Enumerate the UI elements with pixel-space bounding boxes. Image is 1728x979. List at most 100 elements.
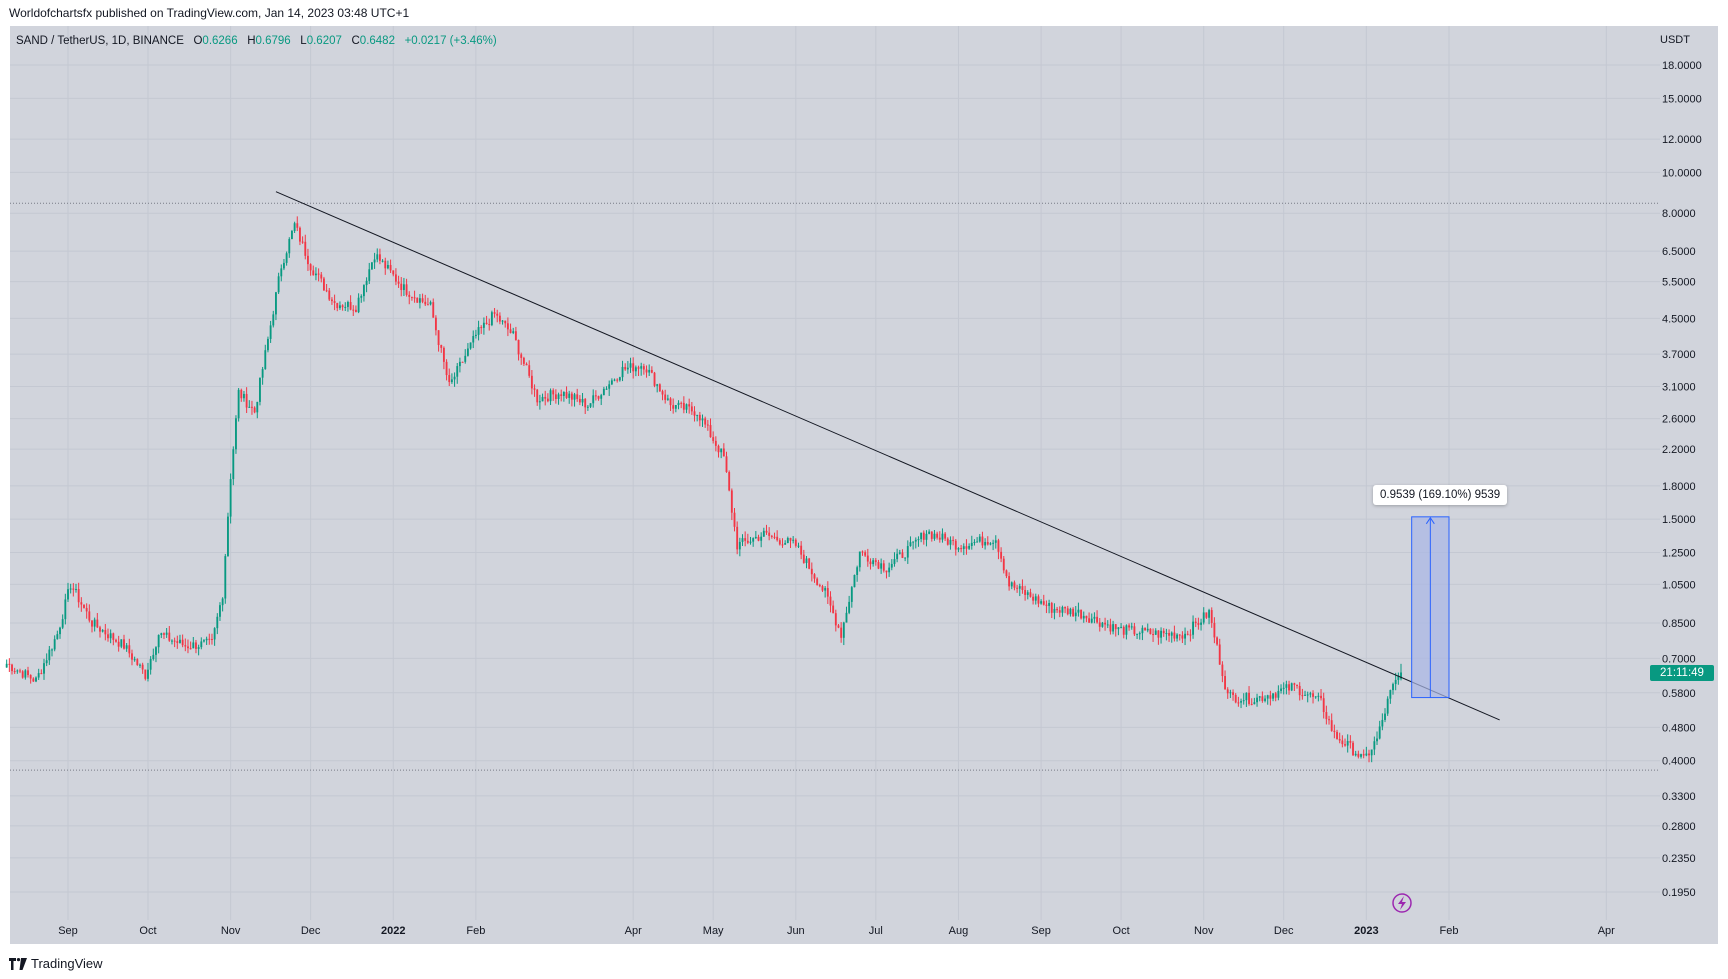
candle-body [37,673,40,678]
candle-body [1069,608,1072,615]
candle-body [224,556,227,599]
candle-body [552,390,555,395]
candle-body [426,304,429,306]
candle-body [944,533,947,539]
candle-body [733,512,736,527]
candle-body [1173,632,1176,639]
candle-body [1170,632,1173,636]
candle-body [173,640,176,642]
candle-body [920,532,923,540]
candle-body [989,543,992,545]
candle-body [61,619,64,628]
candle-body [309,264,312,271]
candle-body [674,404,677,409]
candle-body [275,292,277,315]
time-tick-label: Apr [1598,925,1615,937]
candle-body [496,313,499,316]
candle-body [520,354,523,358]
candle-body [1120,626,1123,628]
measure-label[interactable]: 0.9539 (169.10%) 9539 [1373,485,1508,505]
candle-body [664,394,667,400]
candle-body [229,479,232,517]
candle-body [1085,615,1088,619]
candle-body [1341,740,1344,745]
candle-body [51,649,53,651]
candle-body [704,418,707,425]
candle-body [349,301,352,310]
candle-body [685,404,688,410]
candle-body [1096,616,1099,623]
candle-body [680,402,683,404]
candle-body [1362,754,1365,756]
measure-tool[interactable] [1411,516,1450,699]
candle-body [986,541,989,545]
trendline [275,191,1500,721]
candle-body [589,403,592,407]
price-unit: USDT [1660,34,1690,46]
candle-body [1357,753,1360,757]
time-tick-label: Sep [58,925,78,937]
candle-body [656,384,659,386]
candle-body [517,339,520,355]
tradingview-logo-icon [9,957,27,970]
candle-body [1141,627,1144,634]
candle-body [861,551,864,553]
candle-body [1232,692,1234,695]
candle-body [1394,679,1397,685]
candle-body [1080,609,1083,619]
symbol-name[interactable]: SAND / TetherUS, 1D, BINANCE [16,35,184,47]
candle-body [1040,601,1043,604]
close-value: 0.6482 [359,35,395,47]
price-tick-label: 18.0000 [1662,60,1702,72]
candle-body [320,274,323,279]
candle-body [501,320,504,322]
price-tick-label: 1.0500 [1662,579,1696,591]
candle-body [1146,628,1149,631]
candle-body [464,355,467,362]
candle-body [1389,690,1392,699]
candle-body [1117,627,1120,630]
candle-body [826,588,829,597]
candle-body [1090,618,1093,623]
candle-body [546,398,549,402]
candle-body [1128,625,1131,628]
candle-body [824,588,827,591]
candle-body [1304,694,1306,696]
time-axis[interactable]: Sep Oct Nov Dec 2022 Feb Apr May Jun Jul Aug Sep Oct… [58,925,1615,937]
candle-body [906,546,909,558]
candle-body [773,536,776,538]
candle-body [213,628,216,640]
candle-body [1202,612,1205,623]
symbol-legend[interactable]: SAND / TetherUS, 1D, BINANCE O0.6266 H0.… [16,35,497,47]
candle-body [701,418,704,421]
time-tick-label: 2023 [1354,925,1378,937]
candle-body [1312,693,1314,697]
lightning-icon[interactable] [1392,893,1412,913]
time-tick-label: Feb [466,925,485,937]
candle-body [840,627,843,638]
price-tick-label: 0.3300 [1662,791,1696,803]
price-tick-label: 5.5000 [1662,277,1696,289]
candle-body [344,306,347,308]
candle-body [240,389,243,399]
high-label: H [247,35,256,47]
candle-body [109,633,112,639]
candle-body [866,555,869,562]
candle-body [792,539,795,541]
time-tick-label: Nov [1194,925,1214,937]
candle-body [1245,692,1248,701]
candle-body [1165,633,1168,635]
candle-body [1373,741,1376,750]
candle-body [195,642,197,649]
trendline-layer[interactable] [275,191,1500,721]
candle-body [698,414,701,421]
candle-body [712,437,715,441]
tradingview-logo[interactable]: TradingView [9,956,103,971]
candle-body [749,541,752,543]
candle-body [203,640,205,642]
bottom-bar [0,944,1728,979]
candle-body [1154,630,1157,635]
candle-body [832,605,835,614]
price-axis[interactable]: 0.1950 0.2350 0.2800 0.3300 0.4000 0.4800 0.58… [1662,60,1702,899]
